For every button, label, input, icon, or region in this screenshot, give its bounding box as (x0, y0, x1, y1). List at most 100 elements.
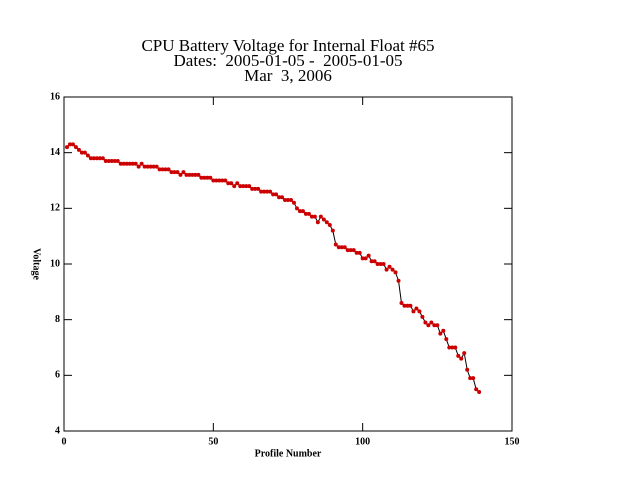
y-tick-label: 12 (50, 203, 60, 214)
data-point (139, 161, 144, 166)
data-point (294, 206, 299, 211)
data-point (118, 161, 123, 166)
data-point (330, 228, 335, 233)
data-point (250, 186, 255, 191)
data-point (169, 170, 174, 175)
x-tick-label: 100 (355, 436, 370, 447)
data-point (181, 170, 186, 175)
data-point (363, 256, 368, 261)
data-point (193, 172, 198, 177)
data-point (220, 178, 225, 183)
data-point (286, 197, 290, 202)
data-point (100, 156, 105, 161)
data-point (378, 262, 383, 266)
data-point (109, 159, 114, 164)
data-point (208, 175, 213, 180)
data-point (444, 337, 449, 342)
data-point (342, 245, 347, 250)
data-point (67, 142, 72, 147)
x-tick-label: 50 (208, 436, 218, 447)
data-point (399, 300, 404, 305)
data-point (142, 164, 147, 169)
data-point (265, 189, 270, 194)
data-point (79, 150, 84, 155)
data-point (420, 314, 425, 319)
data-point (226, 181, 231, 186)
data-point (73, 145, 78, 150)
data-point (115, 159, 120, 164)
data-point (229, 181, 234, 186)
data-point (312, 214, 317, 219)
data-point (277, 195, 282, 200)
data-point (160, 167, 165, 172)
data-point (196, 172, 201, 177)
data-point (441, 328, 446, 333)
data-point (300, 209, 305, 214)
data-point (157, 167, 162, 172)
data-point (253, 186, 258, 191)
data-point (124, 161, 129, 166)
data-point (148, 164, 153, 169)
data-point (94, 156, 99, 161)
data-point (450, 345, 455, 350)
data-point (76, 147, 81, 152)
data-point (345, 248, 350, 253)
data-point (429, 320, 434, 325)
data-point (438, 331, 443, 336)
data-point (184, 172, 189, 177)
data-point (154, 164, 159, 169)
data-point (411, 309, 416, 314)
data-point (417, 309, 422, 314)
data-point (136, 164, 141, 169)
data-point (366, 253, 371, 258)
data-point (432, 323, 437, 328)
data-point (247, 184, 252, 189)
data-point (217, 178, 222, 183)
data-point (372, 259, 377, 264)
data-point (187, 172, 192, 177)
data-point (232, 184, 237, 189)
data-point (166, 167, 171, 172)
data-point (238, 184, 243, 189)
data-point (396, 278, 401, 283)
data-point (336, 245, 341, 250)
y-axis-label: Voltage (31, 248, 42, 280)
data-point (112, 159, 117, 164)
data-point (435, 323, 440, 328)
data-point (199, 175, 204, 180)
data-point (405, 303, 410, 308)
y-tick-label: 10 (50, 258, 60, 269)
data-point (205, 175, 210, 180)
data-point (271, 192, 276, 197)
data-point (375, 262, 380, 266)
title-line: CPU Battery Voltage for Internal Float #… (141, 36, 434, 55)
data-point (288, 197, 293, 202)
data-point (106, 159, 111, 164)
data-point (462, 351, 467, 356)
data-point (348, 248, 353, 253)
data-point (235, 181, 240, 186)
data-point (447, 345, 452, 350)
data-point (384, 267, 389, 272)
data-point (471, 376, 476, 381)
data-point (297, 209, 302, 214)
data-point (190, 172, 195, 177)
data-point (268, 189, 273, 194)
data-point (163, 167, 168, 172)
data-point (223, 178, 228, 183)
data-point (393, 270, 398, 275)
data-point (354, 250, 359, 255)
data-point (259, 189, 264, 194)
data-point (390, 267, 395, 272)
title-line: Dates: 2005-01-05 - 2005-01-05 (174, 51, 403, 70)
data-point (303, 211, 308, 216)
data-point (339, 245, 344, 250)
data-point (381, 262, 386, 266)
data-point (280, 195, 285, 200)
data-point (453, 345, 458, 350)
data-point (423, 320, 428, 325)
x-axis-label: Profile Number (255, 448, 322, 459)
y-tick-label: 8 (55, 314, 60, 325)
data-point (91, 156, 96, 161)
